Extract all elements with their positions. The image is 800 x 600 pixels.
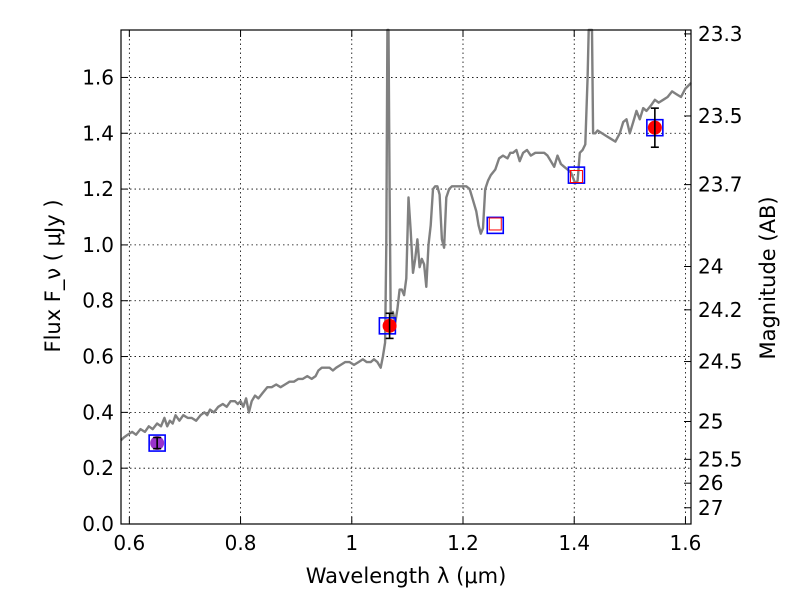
mag-tick-label: 23.5 [698,104,743,128]
x-tick-label: 1.4 [558,531,590,555]
y-tick-label: 1.4 [82,121,114,145]
upper-limit-marker [488,217,502,231]
upper-limit-marker [569,170,583,184]
x-axis-title: Wavelength λ (μm) [306,564,507,588]
mag-tick-label: 27 [698,496,723,520]
plot-frame [120,29,692,525]
y-tick-label: 1.6 [82,65,114,89]
y-tick-label: 0.8 [82,289,114,313]
y-tick-label: 1.2 [82,177,114,201]
mag-tick-label: 25.5 [698,447,743,471]
x-tick-label: 0.6 [113,531,145,555]
y-axis-right-title: Magnitude (AB) [756,196,780,359]
spectrum-line [120,28,692,442]
spectrum-series [120,28,692,442]
mag-tick-label: 26 [698,471,723,495]
x-tick-label: 1.2 [447,531,479,555]
mag-tick-label: 23.7 [698,173,743,197]
x-tick-label: 0.8 [225,531,257,555]
x-tick-label: 1 [345,531,358,555]
mag-tick-label: 24.2 [698,298,743,322]
y-tick-label: 0.6 [82,345,114,369]
axis-ticks: 0.6 0.8 1 1.2 1.4 1.6 0.0 0.2 0.4 0.6 0.8 1.0 1.2 1.4… [82,22,742,555]
y-axis-title: Flux F_ν ( μJy ) [41,199,66,352]
x-tick-label: 1.6 [670,531,702,555]
mag-tick-label: 24 [698,255,723,279]
mag-tick-label: 24.5 [698,350,743,374]
model-square-marker [486,216,505,235]
model-square-marker [567,166,586,184]
y-tick-label: 0.4 [82,400,114,424]
mag-tick-label: 25 [698,409,723,433]
model-square-marker [148,434,166,452]
y-tick-label: 1.0 [82,233,114,257]
y-tick-label: 0.2 [82,456,114,480]
y-tick-label: 0.0 [82,512,114,536]
mag-tick-label: 23.3 [698,22,743,46]
photometry-points [148,107,664,452]
